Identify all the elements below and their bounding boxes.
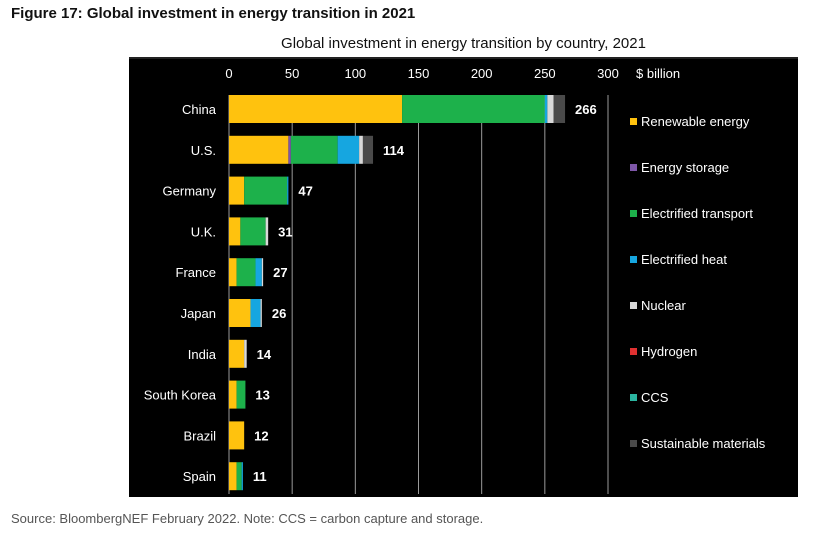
x-tick-label: 200	[471, 66, 493, 81]
bar-segment	[229, 462, 237, 491]
bar-segment	[229, 421, 245, 450]
legend-swatch	[630, 210, 637, 217]
legend-label: Hydrogen	[641, 344, 697, 359]
bar-segment	[260, 299, 262, 327]
bar-segment	[359, 135, 363, 164]
legend-swatch	[630, 302, 637, 309]
bar-segment	[229, 135, 289, 164]
data-label: 266	[575, 102, 597, 117]
legend-label: Sustainable materials	[641, 436, 766, 451]
category-label: Japan	[181, 306, 216, 321]
legend-swatch	[630, 394, 637, 401]
legend-label: Renewable energy	[641, 114, 750, 129]
bar-segment	[255, 258, 262, 287]
category-label: U.K.	[191, 224, 216, 239]
legend-label: Electrified heat	[641, 252, 727, 267]
category-label: India	[188, 347, 217, 362]
bar-segment	[236, 462, 242, 491]
bar-segment	[362, 135, 374, 164]
figure-title: Figure 17: Global investment in energy t…	[11, 5, 416, 22]
bar-segment	[288, 135, 291, 164]
x-tick-label: 150	[408, 66, 430, 81]
bar-segment	[250, 299, 261, 327]
data-label: 11	[253, 469, 267, 484]
category-label: Spain	[183, 469, 216, 484]
x-tick-label: 50	[285, 66, 299, 81]
category-label: U.S.	[191, 143, 216, 158]
data-label: 14	[257, 347, 272, 362]
bar-segment	[236, 380, 246, 409]
x-tick-label: 250	[534, 66, 556, 81]
bar-segment	[337, 135, 360, 164]
legend-label: Electrified transport	[641, 206, 753, 221]
legend-label: Nuclear	[641, 298, 686, 313]
bar-segment	[229, 299, 251, 327]
legend-label: CCS	[641, 390, 669, 405]
data-label: 13	[255, 388, 269, 403]
x-axis-unit-label: $ billion	[636, 66, 680, 81]
category-label: South Korea	[144, 388, 217, 403]
bar-segment	[265, 217, 269, 246]
legend-swatch	[630, 348, 637, 355]
bar-segment	[229, 339, 245, 368]
bar-segment	[244, 176, 288, 205]
data-label: 114	[383, 143, 405, 158]
data-label: 12	[254, 428, 268, 443]
bar-segment	[229, 217, 241, 246]
data-label: 31	[278, 224, 292, 239]
legend-label: Energy storage	[641, 160, 729, 175]
legend-swatch	[630, 164, 637, 171]
bar-segment	[287, 176, 289, 205]
legend-swatch	[630, 256, 637, 263]
x-tick-label: 300	[597, 66, 619, 81]
legend-swatch	[630, 440, 637, 447]
x-tick-label: 100	[344, 66, 366, 81]
category-label: France	[176, 265, 216, 280]
title-divider	[129, 57, 798, 59]
bar-segment	[402, 95, 545, 123]
x-tick-label: 0	[225, 66, 232, 81]
bar-segment	[240, 217, 266, 246]
data-label: 47	[298, 184, 312, 199]
bar-segment	[544, 95, 548, 123]
category-label: Germany	[163, 184, 217, 199]
bar-segment	[236, 258, 256, 287]
bar-segment	[261, 258, 264, 287]
bar-segment	[229, 258, 237, 287]
data-label: 27	[273, 265, 287, 280]
category-label: China	[182, 102, 217, 117]
legend-swatch	[630, 118, 637, 125]
bar-segment	[553, 95, 566, 123]
chart-title: Global investment in energy transition b…	[281, 35, 646, 52]
bar-segment	[290, 135, 338, 164]
bar-segment	[547, 95, 554, 123]
bar-segment	[229, 380, 237, 409]
bar-segment	[229, 95, 403, 123]
data-label: 26	[272, 306, 286, 321]
source-note: Source: BloombergNEF February 2022. Note…	[11, 511, 484, 526]
category-label: Brazil	[183, 428, 216, 443]
bar-segment	[241, 462, 243, 491]
bar-segment	[229, 176, 245, 205]
bar-segment	[244, 339, 247, 368]
